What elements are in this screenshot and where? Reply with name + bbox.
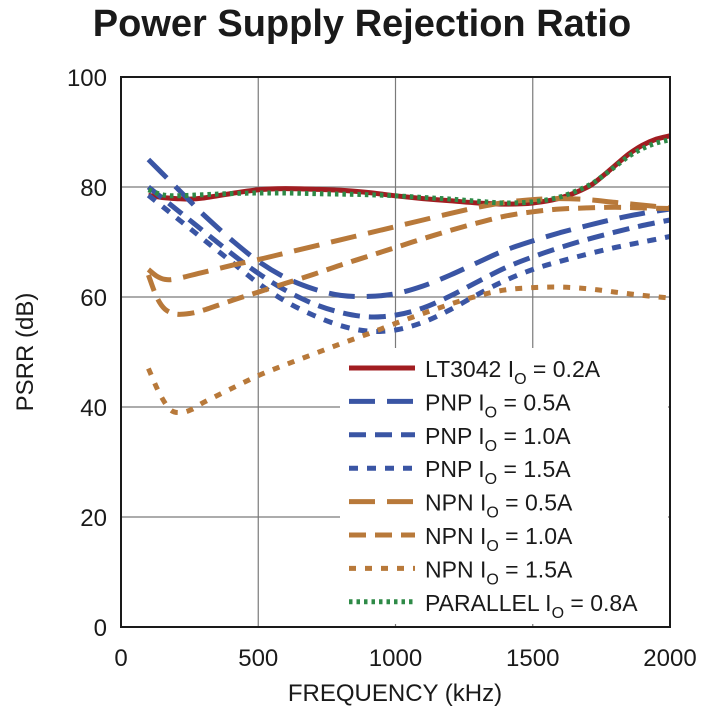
legend-label-4: PNP IO = 1.5A xyxy=(425,456,571,488)
series-layer xyxy=(146,133,671,416)
legend-label-7: NPN IO = 1.5A xyxy=(425,556,573,588)
series-line-1 xyxy=(148,133,671,207)
y-tick-label: 60 xyxy=(80,285,107,312)
x-tick-label: 1000 xyxy=(369,645,422,672)
x-axis-label: FREQUENCY (kHz) xyxy=(288,680,502,707)
axis-ticks: 0 500 1000 1500 2000 0 20 40 60 80 100 xyxy=(67,65,697,672)
legend-label-8: PARALLEL IO = 0.8A xyxy=(425,590,638,622)
series-line-6 xyxy=(146,204,671,317)
y-tick-label: 100 xyxy=(67,65,107,92)
y-tick-label: 20 xyxy=(80,505,107,532)
series-line-5 xyxy=(146,196,671,283)
legend-label-3: PNP IO = 1.0A xyxy=(425,423,571,455)
series-line-7 xyxy=(146,284,671,416)
series-line-2 xyxy=(146,157,671,300)
x-tick-label: 2000 xyxy=(643,645,696,672)
legend-background xyxy=(340,348,668,624)
x-tick-label: 500 xyxy=(238,645,278,672)
x-tick-label: 0 xyxy=(114,645,127,672)
plot-frame xyxy=(120,76,671,628)
legend-label-1: LT3042 IO = 0.2A xyxy=(425,356,601,388)
legend-label-5: NPN IO = 0.5A xyxy=(425,490,573,522)
y-tick-label: 80 xyxy=(80,175,107,202)
y-tick-label: 40 xyxy=(80,395,107,422)
legend-label-2: PNP IO = 0.5A xyxy=(425,389,571,421)
legend-label-6: NPN IO = 1.0A xyxy=(425,523,573,555)
series-line-4 xyxy=(146,193,671,334)
y-tick-label: 0 xyxy=(94,615,107,642)
chart-title: Power Supply Rejection Ratio xyxy=(93,3,631,45)
series-line-3 xyxy=(146,185,671,320)
y-axis-label: PSRR (dB) xyxy=(12,293,39,412)
x-tick-label: 1500 xyxy=(506,645,559,672)
